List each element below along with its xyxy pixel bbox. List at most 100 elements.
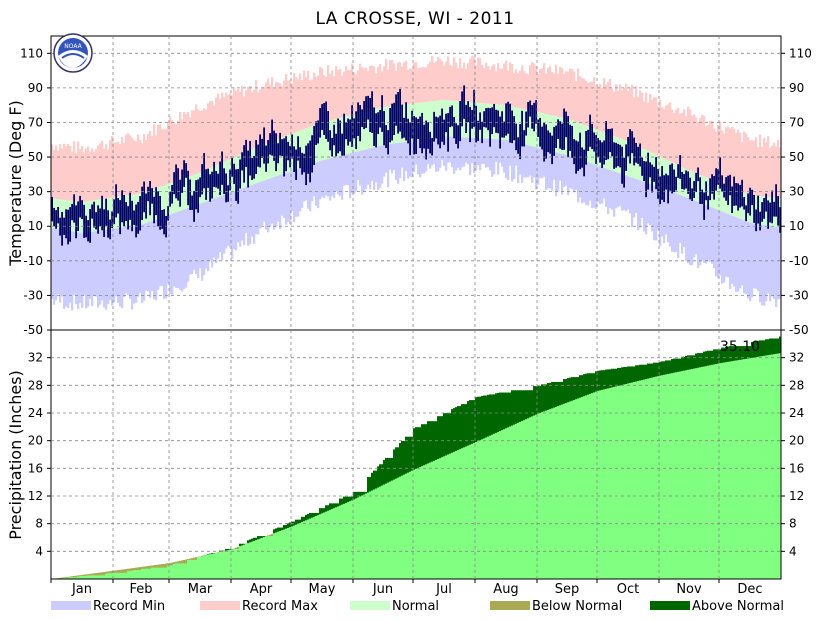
normal-precip-bar [531,416,534,579]
record-min-bar [623,174,626,210]
normal-bar [535,111,538,148]
temp-tick-label-left: 10 [28,219,43,233]
normal-precip-bar [217,552,220,579]
above-normal-bar [553,381,556,408]
observed-temp-bar [585,130,587,165]
record-min-bar [679,194,682,243]
normal-precip-bar [67,576,70,579]
normal-bar [279,138,282,176]
observed-temp-bar [143,181,145,213]
normal-precip-bar [133,567,136,579]
above-normal-bar [479,396,482,441]
normal-precip-bar [581,396,584,579]
normal-precip-bar [201,555,204,579]
record-max-bar [263,86,266,145]
above-normal-bar [343,496,346,504]
record-min-bar [647,183,650,224]
record-max-bar [645,92,648,151]
record-min-bar [505,139,508,178]
observed-temp-bar [565,111,567,138]
above-normal-bar [683,356,686,371]
normal-precip-bar [495,432,498,579]
above-normal-bar [451,409,454,453]
observed-temp-bar [127,206,129,230]
observed-temp-bar [589,114,591,147]
record-min-bar [363,149,366,193]
record-max-bar [109,140,112,198]
normal-bar [715,181,718,210]
record-min-bar [371,147,374,181]
normal-precip-bar [603,389,606,579]
normal-precip-bar [367,492,370,579]
temp-tick-label-left: -10 [23,254,43,268]
above-normal-bar [745,346,748,359]
record-min-bar [159,218,162,287]
normal-precip-bar [713,364,716,579]
record-min-bar [569,156,572,189]
record-min-bar [453,136,456,175]
record-min-bar [355,151,358,192]
normal-precip-bar [647,378,650,579]
record-max-bar [449,64,452,101]
temp-tick-label-right: -30 [789,288,809,302]
observed-temp-bar [313,126,315,166]
above-normal-bar [641,364,644,381]
record-min-bar [747,221,750,299]
above-normal-bar [765,339,768,356]
record-min-bar [739,218,742,289]
record-min-bar [237,189,240,243]
above-normal-bar [593,373,596,393]
record-max-bar [535,65,538,112]
legend-label: Record Max [242,599,318,614]
observed-temp-bar [651,164,653,193]
record-min-bar [455,136,458,171]
record-min-bar [161,217,164,286]
record-max-bar [589,81,592,128]
record-max-bar [243,96,246,153]
observed-temp-bar [339,120,341,152]
above-normal-bar [731,346,734,362]
normal-precip-bar [681,371,684,579]
record-max-bar [209,101,212,169]
above-normal-bar [509,392,512,427]
observed-temp-bar [133,210,135,225]
observed-temp-bar [337,118,339,154]
normal-bar [707,178,710,206]
normal-precip-bar [439,458,442,579]
record-max-bar [621,89,624,140]
normal-precip-bar [613,386,616,579]
observed-temp-bar [655,157,657,190]
observed-temp-bar [413,116,415,155]
below-normal-bar [119,569,122,573]
normal-precip-bar [501,430,504,579]
observed-temp-bar [775,184,777,217]
record-min-bar [485,138,488,168]
below-normal-bar [127,568,130,571]
record-max-bar [205,109,208,170]
normal-precip-bar [571,400,574,579]
observed-temp-bar [299,147,301,169]
below-normal-bar [165,563,168,568]
normal-precip-bar [109,571,112,579]
record-min-bar [655,186,658,241]
observed-temp-bar [601,142,603,168]
above-normal-bar [517,390,520,423]
record-max-bar [503,63,506,106]
observed-temp-bar [435,116,437,139]
record-min-bar [53,228,56,305]
record-max-bar [655,97,658,155]
observed-temp-bar [741,179,743,207]
record-min-bar [603,167,606,199]
record-min-bar [433,137,436,164]
above-normal-bar [743,346,746,360]
observed-temp-bar [671,163,673,194]
normal-precip-bar [655,376,658,579]
observed-temp-bar [773,201,775,217]
record-min-bar [85,232,88,309]
above-normal-bar [467,401,470,446]
record-max-bar [189,117,192,177]
above-normal-bar [411,436,414,471]
observed-temp-bar [171,185,173,204]
record-max-bar [711,120,714,180]
observed-temp-bar [491,107,493,135]
